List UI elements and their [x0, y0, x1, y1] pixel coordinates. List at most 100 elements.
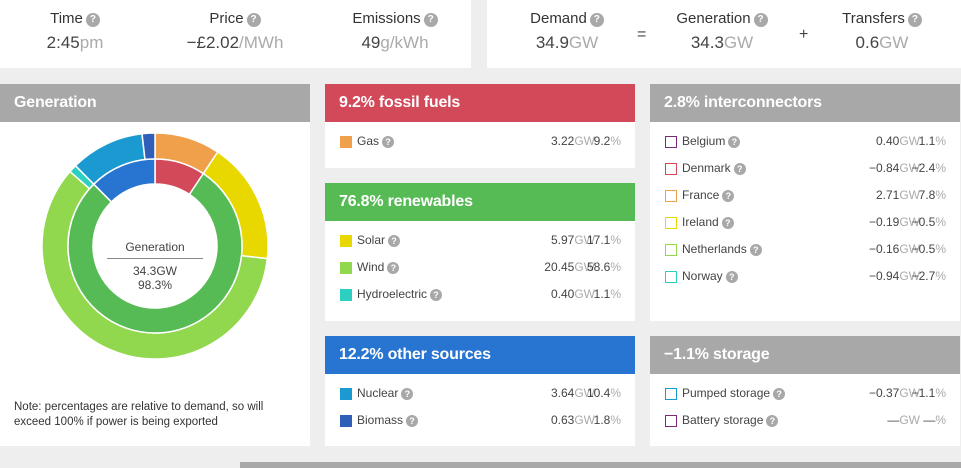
source-pct: 17.1% — [586, 233, 621, 247]
source-pct: −2.4% — [911, 161, 946, 175]
help-icon[interactable]: ? — [721, 217, 734, 229]
source-label: Pumped storage? — [682, 386, 786, 400]
source-gw: 5.97GW — [550, 233, 595, 247]
percentages-note: Note: percentages are relative to demand… — [14, 401, 264, 428]
color-swatch — [665, 244, 677, 256]
source-label: Ireland? — [682, 215, 734, 229]
color-swatch — [340, 235, 352, 247]
color-swatch — [665, 136, 677, 148]
price-value: −£2.02 — [186, 33, 240, 52]
generation-label: Generation — [676, 10, 751, 27]
help-icon[interactable]: ? — [773, 388, 786, 400]
generation-stat: Generation? 34.3GW — [667, 10, 777, 53]
help-icon[interactable]: ? — [907, 13, 922, 27]
source-label: Hydroelectric? — [357, 287, 443, 301]
storage-header: −1.1% storage — [650, 336, 960, 374]
source-row[interactable]: Battery storage? —GW —% — [650, 412, 960, 439]
source-gw: −0.37GW — [868, 386, 920, 400]
storage-rows: Pumped storage? −0.37GW −1.1% Battery stora… — [650, 374, 960, 439]
source-row[interactable]: Biomass? 0.63GW 1.8% — [325, 412, 635, 439]
help-icon[interactable]: ? — [388, 235, 401, 247]
help-icon[interactable]: ? — [722, 190, 735, 202]
donut-hole — [94, 185, 216, 307]
source-row[interactable]: Belgium? 0.40GW 1.1% — [650, 133, 960, 160]
source-label: Belgium? — [682, 134, 741, 148]
renewables-header: 76.8% renewables — [325, 183, 635, 221]
help-icon[interactable]: ? — [387, 262, 400, 274]
source-gw: 3.64GW — [550, 386, 595, 400]
color-swatch — [665, 415, 677, 427]
fossil-panel: 9.2% fossil fuels Gas? 3.22GW 9.2% — [325, 84, 635, 168]
help-icon[interactable]: ? — [749, 244, 762, 256]
source-pct: 1.1% — [918, 134, 946, 148]
source-row[interactable]: Nuclear? 3.64GW 10.4% — [325, 385, 635, 412]
source-label: Netherlands? — [682, 242, 762, 256]
source-gw: 3.22GW — [550, 134, 595, 148]
donut-inner-slice-other-sources[interactable] — [92, 158, 156, 204]
source-gw: —GW — [887, 413, 920, 427]
help-icon[interactable]: ? — [728, 136, 741, 148]
bottom-scroll-bar[interactable] — [240, 462, 961, 468]
other-header: 12.2% other sources — [325, 336, 635, 374]
source-row[interactable]: Wind? 20.45GW 58.6% — [325, 259, 635, 286]
source-gw: 20.45GW — [544, 260, 595, 274]
interconnectors-header: 2.8% interconnectors — [650, 84, 960, 122]
source-row[interactable]: Hydroelectric? 0.40GW 1.1% — [325, 286, 635, 313]
generation-value: 34.3 — [690, 33, 724, 52]
source-gw: −0.84GW — [868, 161, 920, 175]
storage-panel: −1.1% storage Pumped storage? −0.37GW −1.1… — [650, 336, 960, 446]
demand-unit: GW — [568, 33, 599, 52]
source-label: Solar? — [357, 233, 401, 247]
help-icon[interactable]: ? — [382, 136, 395, 148]
help-icon[interactable]: ? — [406, 415, 419, 427]
fossil-rows: Gas? 3.22GW 9.2% — [325, 122, 635, 160]
interconnectors-rows: Belgium? 0.40GW 1.1% Denmark? −0.84GW −2.4% Fr… — [650, 122, 960, 295]
source-gw: 0.40GW — [875, 134, 920, 148]
help-icon[interactable]: ? — [423, 13, 438, 27]
source-gw: 0.63GW — [550, 413, 595, 427]
donut-inner-slice-renewables[interactable] — [67, 172, 243, 334]
fossil-header: 9.2% fossil fuels — [325, 84, 635, 122]
source-row[interactable]: Norway? −0.94GW −2.7% — [650, 268, 960, 295]
color-swatch — [665, 217, 677, 229]
help-icon[interactable]: ? — [725, 271, 738, 283]
plus-sign: + — [799, 26, 809, 43]
source-pct: 9.2% — [593, 134, 621, 148]
source-label: Gas? — [357, 134, 395, 148]
source-row[interactable]: Denmark? −0.84GW −2.4% — [650, 160, 960, 187]
source-row[interactable]: Gas? 3.22GW 9.2% — [325, 133, 635, 160]
source-row[interactable]: Pumped storage? −0.37GW −1.1% — [650, 385, 960, 412]
generation-unit: GW — [723, 33, 754, 52]
help-icon[interactable]: ? — [589, 13, 604, 27]
source-gw: −0.19GW — [868, 215, 920, 229]
color-swatch — [665, 190, 677, 202]
source-row[interactable]: France? 2.71GW 7.8% — [650, 187, 960, 214]
transfers-stat: Transfers? 0.6GW — [827, 10, 937, 53]
source-label: France? — [682, 188, 735, 202]
source-pct: −0.5% — [911, 242, 946, 256]
source-pct: −1.1% — [911, 386, 946, 400]
help-icon[interactable]: ? — [430, 289, 443, 301]
source-row[interactable]: Ireland? −0.19GW −0.5% — [650, 214, 960, 241]
source-pct: −2.7% — [911, 269, 946, 283]
generation-donut-chart — [41, 132, 269, 360]
source-pct: 10.4% — [586, 386, 621, 400]
emissions-stat: Emissions? 49g/kWh — [340, 10, 450, 53]
source-label: Wind? — [357, 260, 400, 274]
source-row[interactable]: Solar? 5.97GW 17.1% — [325, 232, 635, 259]
source-pct: —% — [923, 413, 946, 427]
demand-label: Demand — [530, 10, 587, 27]
transfers-label: Transfers — [842, 10, 905, 27]
source-row[interactable]: Netherlands? −0.16GW −0.5% — [650, 241, 960, 268]
help-icon[interactable]: ? — [85, 13, 100, 27]
help-icon[interactable]: ? — [766, 415, 779, 427]
help-icon[interactable]: ? — [246, 13, 261, 27]
help-icon[interactable]: ? — [733, 163, 746, 175]
source-label: Norway? — [682, 269, 738, 283]
price-label: Price — [209, 10, 244, 27]
source-pct: 58.6% — [586, 260, 621, 274]
donut-outer-slice-biomass[interactable] — [141, 132, 156, 161]
other-rows: Nuclear? 3.64GW 10.4% Biomass? 0.63GW 1.8% — [325, 374, 635, 439]
help-icon[interactable]: ? — [401, 388, 414, 400]
help-icon[interactable]: ? — [753, 13, 768, 27]
